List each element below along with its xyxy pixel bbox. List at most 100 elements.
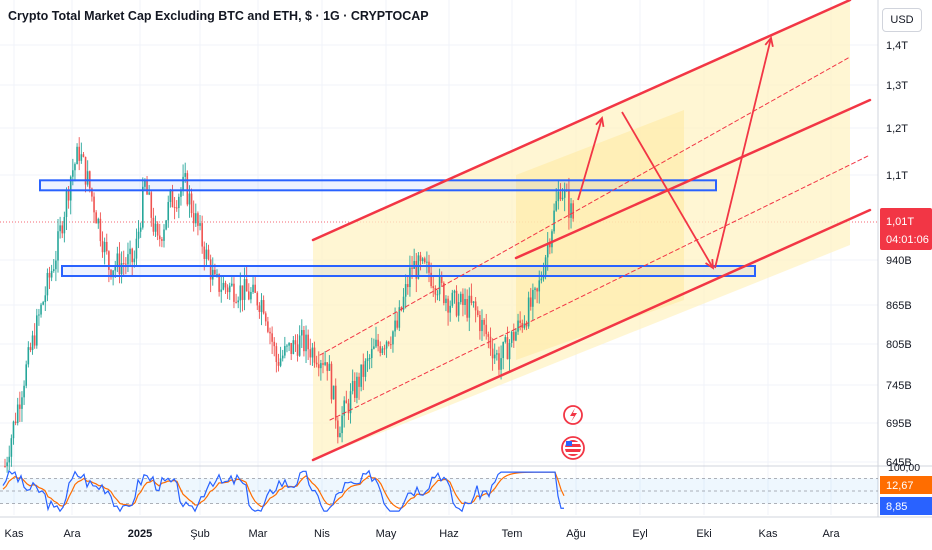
- candle: [341, 406, 343, 443]
- time-axis-label: Kas: [5, 528, 24, 540]
- current-price-value: 1,01T: [886, 216, 914, 228]
- candle: [373, 338, 375, 350]
- candle: [36, 308, 38, 349]
- current-price-tag[interactable]: 1,01T 04:01:06: [880, 208, 932, 250]
- current-price-tag-bg: [880, 208, 932, 250]
- candle: [271, 326, 273, 354]
- resistance-zone-box[interactable]: [39, 179, 717, 192]
- candle: [40, 302, 42, 318]
- candle: [97, 217, 100, 229]
- candle: [163, 224, 165, 248]
- candle: [572, 200, 574, 222]
- candle: [407, 275, 409, 295]
- candle: [421, 257, 424, 265]
- candle: [563, 182, 566, 212]
- candle: [523, 315, 526, 330]
- candle: [553, 203, 555, 234]
- candle: [209, 254, 212, 293]
- candle: [517, 313, 519, 335]
- candle: [133, 250, 136, 268]
- candle: [362, 353, 365, 391]
- candle: [510, 330, 513, 348]
- candle: [377, 333, 379, 352]
- projection-arrow-up[interactable]: [577, 116, 605, 201]
- candle: [110, 268, 112, 280]
- candle: [513, 323, 515, 348]
- candle: [322, 353, 324, 374]
- countdown-timer: 04:01:06: [886, 234, 929, 246]
- candle: [260, 293, 263, 326]
- currency-button[interactable]: USD: [882, 8, 922, 32]
- channel-lower-line[interactable]: [311, 208, 872, 462]
- candle: [301, 319, 303, 349]
- candle: [370, 337, 373, 369]
- candle: [343, 396, 345, 428]
- candle: [201, 215, 203, 254]
- candle: [392, 330, 394, 353]
- candle: [502, 341, 504, 370]
- candle: [428, 254, 430, 283]
- osc-k-tag: [880, 497, 932, 515]
- candle: [42, 300, 44, 306]
- us-flag-icon[interactable]: [561, 436, 585, 460]
- channel-middle-line[interactable]: [514, 98, 872, 260]
- support-zone-box[interactable]: [61, 265, 756, 277]
- event-icons[interactable]: [561, 405, 585, 460]
- candle: [470, 283, 473, 306]
- candle: [383, 344, 386, 356]
- candle: [557, 179, 560, 210]
- projection-arrow-up-target[interactable]: [714, 35, 774, 269]
- lightning-icon[interactable]: [563, 405, 583, 425]
- time-axis-label: Şub: [190, 528, 210, 540]
- candle: [402, 288, 405, 313]
- candle: [250, 287, 252, 304]
- time-axis-label: Haz: [439, 528, 459, 540]
- candle: [25, 360, 27, 389]
- candle: [445, 295, 447, 312]
- candle: [504, 334, 507, 344]
- price-axis-label: 865B: [886, 300, 912, 312]
- channel-upper-line[interactable]: [311, 0, 852, 242]
- candle: [129, 240, 131, 266]
- candle: [116, 246, 119, 273]
- candle: [349, 383, 352, 424]
- candle: [532, 283, 534, 321]
- candle: [127, 242, 129, 272]
- candle: [262, 295, 265, 315]
- channel-lower-quarter-line[interactable]: [329, 154, 871, 421]
- channel-upper-quarter-line[interactable]: [319, 56, 851, 356]
- candle: [74, 162, 76, 182]
- candle: [290, 342, 292, 361]
- candle: [462, 288, 464, 317]
- projection-arrow-down[interactable]: [621, 111, 715, 270]
- time-axis-label: Eyl: [632, 528, 647, 540]
- candle: [31, 330, 34, 355]
- candle: [330, 361, 333, 404]
- candle: [483, 318, 485, 337]
- time-axis-label: Eki: [696, 528, 711, 540]
- candle: [178, 193, 180, 219]
- candle: [241, 285, 244, 312]
- candle: [404, 274, 407, 309]
- candle: [468, 287, 471, 332]
- candle: [95, 210, 97, 224]
- candle: [460, 291, 462, 305]
- candle: [493, 343, 496, 365]
- candle: [438, 268, 441, 302]
- candle: [186, 170, 189, 207]
- candle: [19, 391, 21, 423]
- candle: [536, 287, 538, 304]
- candle: [264, 311, 267, 326]
- candle: [320, 359, 322, 381]
- candle: [440, 271, 443, 287]
- candle: [226, 284, 229, 300]
- candle: [105, 233, 108, 255]
- candle: [167, 195, 170, 228]
- candle: [277, 353, 280, 372]
- candle: [112, 270, 114, 286]
- candle: [158, 223, 161, 247]
- candle: [267, 316, 269, 334]
- candle: [491, 338, 494, 371]
- candle: [190, 188, 193, 218]
